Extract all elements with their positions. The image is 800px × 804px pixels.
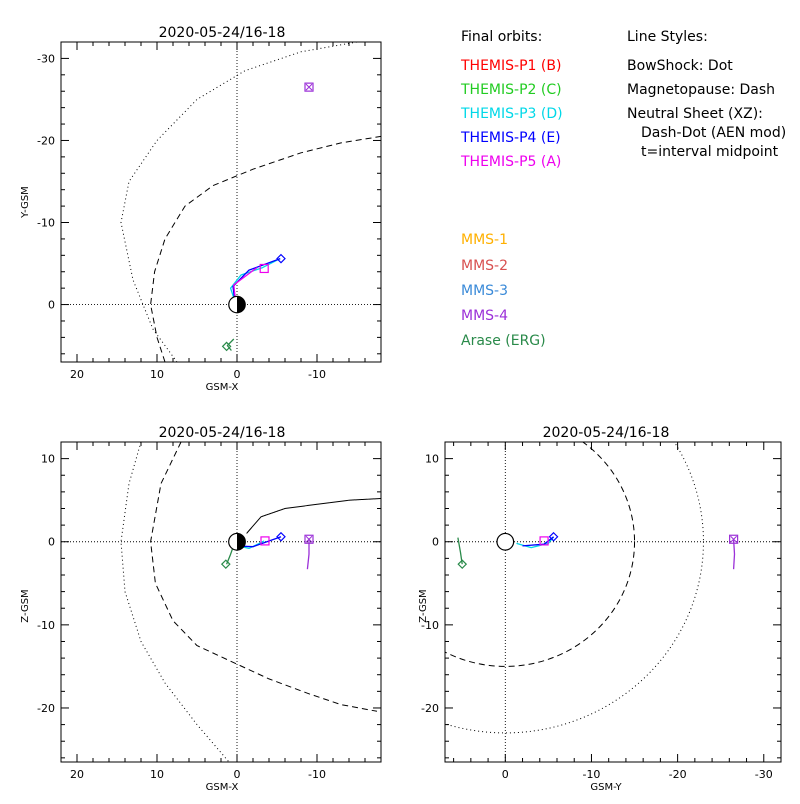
yz-frame <box>444 441 782 763</box>
xy-orbit-2 <box>229 258 281 301</box>
legend-style-midpoint: t=interval midpoint <box>641 144 779 160</box>
xz-orbit-6 <box>306 539 310 570</box>
xy-orbit-5 <box>226 338 235 351</box>
legend: Final orbits: Line Styles: THEMIS-P1 (B)… <box>460 29 786 349</box>
xz-plot-area <box>61 442 381 762</box>
yz-bowshock-circle <box>445 442 704 734</box>
legend-themis-p1: THEMIS-P1 (B) <box>460 58 561 74</box>
xy-orbit-4 <box>233 267 258 300</box>
xz-xtick-label: 10 <box>150 768 164 781</box>
xy-ytick-label: -20 <box>37 134 55 147</box>
yz-panel: 0 -10 -20 -30 10 0 -10 -20 <box>421 441 782 781</box>
legend-mms-4: MMS-4 <box>461 308 508 324</box>
xy-marker-cross-3 <box>305 83 313 91</box>
legend-mms-2: MMS-2 <box>461 258 508 274</box>
xz-xtick-label: 0 <box>234 768 241 781</box>
legend-style-bowshock: BowShock: Dot <box>627 58 733 74</box>
xz-xtick-label: -10 <box>308 768 326 781</box>
yz-marker-cross-3 <box>730 535 737 543</box>
xz-neutral-sheet <box>246 498 381 534</box>
xz-bowshock <box>120 442 230 762</box>
xy-ylabel: Y-GSM <box>20 186 31 219</box>
yz-xtick-label: -20 <box>669 768 687 781</box>
xy-earth-night-side <box>237 296 246 313</box>
xy-xtick-label: 20 <box>70 368 84 381</box>
yz-ytick-label: -10 <box>421 619 439 632</box>
xz-earth-night-side <box>237 533 246 551</box>
xz-marker-diamond-1 <box>276 531 286 542</box>
xz-xtick-label: 20 <box>70 768 84 781</box>
plot-panels: 20 10 0 -10 -30 -20 -10 0 20 10 0 -10 10 0 -10 -20 0 -10 -… <box>37 41 782 781</box>
final-orbits-title: Final orbits: <box>461 29 542 45</box>
yz-plot-title: 2020-05-24/16-18 <box>543 425 670 441</box>
yz-marker-square-2 <box>729 534 739 544</box>
legend-style-magnetopause: Magnetopause: Dash <box>627 82 775 98</box>
legend-themis-p4: THEMIS-P4 (E) <box>460 130 561 146</box>
xy-xtick-label: 0 <box>234 368 241 381</box>
xz-marker-square-0 <box>260 536 270 546</box>
xy-xtick-label: -10 <box>308 368 326 381</box>
xy-marker-diamond-4 <box>221 341 232 352</box>
yz-magnetopause-circle <box>445 442 635 667</box>
xy-marker-square-0 <box>259 263 269 274</box>
xz-marker-cross-3 <box>305 535 313 543</box>
xz-ytick-label: 0 <box>48 536 55 549</box>
xy-ytick-label: -10 <box>37 217 55 230</box>
legend-style-dash-dot: Dash-Dot (AEN mod) <box>641 125 786 141</box>
yz-xtick-label: 0 <box>502 768 509 781</box>
yz-marker-diamond-4 <box>457 559 468 570</box>
xy-plot-title: 2020-05-24/16-18 <box>159 25 286 41</box>
xz-xlabel: GSM-X <box>206 782 239 793</box>
yz-plot-area <box>445 442 781 762</box>
xy-orbit-3 <box>232 257 281 300</box>
yz-orbit-5 <box>732 539 736 570</box>
xy-ytick-label: -30 <box>37 52 55 65</box>
xz-marker-diamond-4 <box>220 559 231 570</box>
xz-plot-title: 2020-05-24/16-18 <box>159 425 286 441</box>
legend-arase: Arase (ERG) <box>461 333 546 349</box>
yz-ytick-label: -20 <box>421 702 439 715</box>
xy-xtick-label: 10 <box>150 368 164 381</box>
xz-ylabel: Z-GSM <box>20 589 31 622</box>
xz-magnetopause <box>150 442 378 712</box>
legend-themis-p2: THEMIS-P2 (C) <box>460 82 562 98</box>
xy-marker-diamond-1 <box>276 253 286 264</box>
xz-ytick-label: 10 <box>41 453 55 466</box>
yz-ylabel: Z-GSM <box>418 589 429 622</box>
xy-bowshock <box>120 42 358 362</box>
legend-mms-3: MMS-3 <box>461 283 508 299</box>
xy-panel: 20 10 0 -10 -30 -20 -10 0 <box>37 41 382 381</box>
yz-orbit-3 <box>522 536 554 547</box>
yz-earth <box>496 532 515 551</box>
xy-plot-area <box>61 42 381 362</box>
xy-xlabel: GSM-X <box>206 382 239 393</box>
legend-themis-p3: THEMIS-P3 (D) <box>460 106 563 122</box>
yz-marker-square-0 <box>539 536 549 546</box>
line-styles-title: Line Styles: <box>627 29 708 45</box>
xy-magnetopause <box>150 135 381 362</box>
yz-marker-diamond-1 <box>548 531 559 542</box>
yz-ytick-label: 0 <box>432 536 439 549</box>
xy-ytick-label: 0 <box>48 299 55 312</box>
xy-frame <box>60 41 382 363</box>
legend-themis-p5: THEMIS-P5 (A) <box>460 154 561 170</box>
legend-mms-1: MMS-1 <box>461 232 508 248</box>
xz-panel: 20 10 0 -10 10 0 -10 -20 <box>37 441 382 781</box>
yz-xtick-label: -30 <box>755 768 773 781</box>
xz-ytick-label: -20 <box>37 702 55 715</box>
xz-marker-square-2 <box>304 534 314 544</box>
yz-ytick-label: 10 <box>425 453 439 466</box>
yz-xlabel: GSM-Y <box>590 782 622 793</box>
xz-ytick-label: -10 <box>37 619 55 632</box>
xy-marker-square-2 <box>304 82 314 92</box>
legend-style-neutral-sheet: Neutral Sheet (XZ): <box>627 106 763 122</box>
yz-xtick-label: -10 <box>582 768 600 781</box>
xz-frame <box>60 441 382 763</box>
